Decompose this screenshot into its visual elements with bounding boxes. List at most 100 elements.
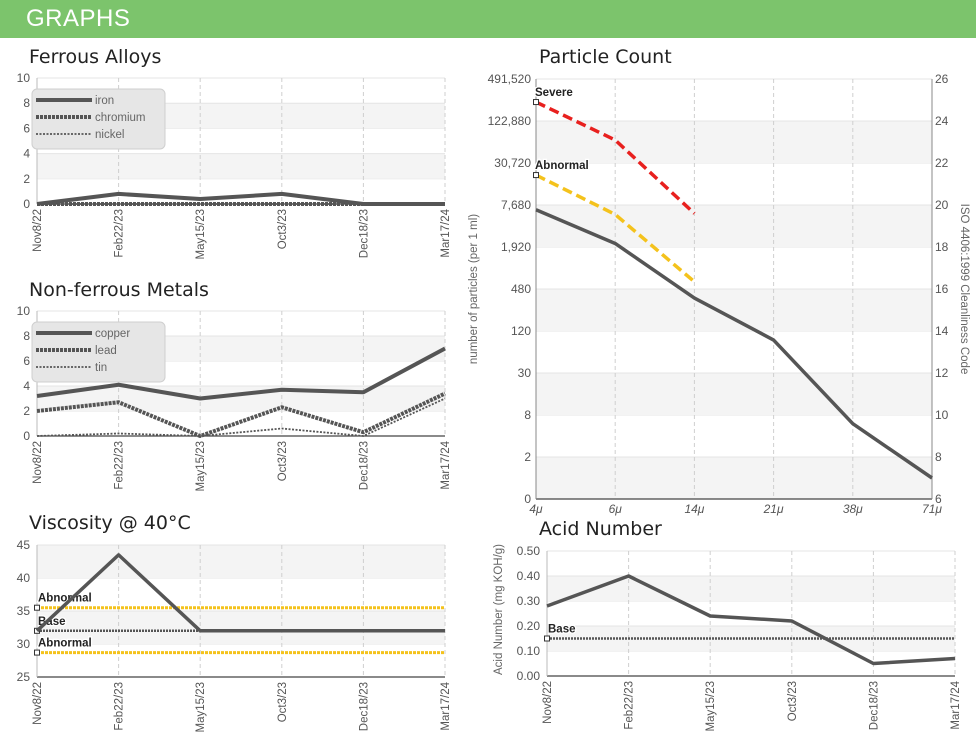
viscosity-x-tick-label: Mar17/24 [440, 681, 452, 730]
nonferrous-y-tick-label: 0 [23, 429, 30, 443]
viscosity-y-tick-label: 40 [17, 571, 31, 585]
particle-x-tick-label: 6μ [609, 502, 623, 516]
nonferrous-y-tick-label: 4 [23, 379, 30, 393]
particle-limit-label: Abnormal [535, 160, 589, 172]
ferrous-y-tick-label: 8 [23, 96, 30, 110]
acid-y-tick-label: 0.10 [517, 644, 541, 658]
viscosity-band [37, 611, 445, 644]
particle-x-tick-label: 21μ [763, 502, 784, 516]
nonferrous-legend-label: lead [95, 345, 117, 357]
ferrous-x-tick-label: Mar17/24 [440, 208, 452, 257]
particle-y-right-tick-label: 22 [935, 156, 949, 170]
particle-y-tick-label: 122,880 [488, 114, 532, 128]
viscosity-x-tick-label: Nov8/22 [32, 682, 44, 725]
ferrous-x-tick-label: May15/23 [195, 209, 207, 260]
acid-x-tick-label: Nov8/22 [542, 681, 554, 724]
ferrous-band [37, 154, 445, 179]
particle-x-tick-label: 38μ [843, 502, 863, 516]
particle-y-tick-label: 2 [524, 450, 531, 464]
particle-y-tick-label: 491,520 [488, 72, 532, 86]
particle-y-right-tick-label: 20 [935, 198, 949, 212]
particle-y-right-tick-label: 26 [935, 72, 949, 86]
particle-y-axis-label: number of particles (per 1 ml) [468, 214, 480, 364]
acid-y-tick-label: 0.50 [517, 544, 541, 558]
ferrous-y-tick-label: 10 [17, 71, 31, 85]
particle-y-right-tick-label: 24 [935, 114, 949, 128]
particle-y-right-tick-label: 18 [935, 240, 949, 254]
ferrous-legend-label: nickel [95, 129, 124, 141]
acid-y-axis-label: Acid Number (mg KOH/g) [493, 544, 505, 675]
ferrous-x-tick-label: Nov8/22 [32, 209, 44, 252]
ferrous-x-tick-label: Oct3/23 [277, 209, 289, 249]
particle-y-tick-label: 30 [518, 366, 532, 380]
particle-y-right-tick-label: 8 [935, 450, 942, 464]
viscosity-y-tick-label: 25 [17, 670, 31, 684]
acid-y-tick-label: 0.20 [517, 619, 541, 633]
viscosity-y-tick-label: 30 [17, 637, 31, 651]
acid-x-tick-label: Dec18/23 [868, 681, 880, 730]
particle-y-right-tick-label: 12 [935, 366, 949, 380]
particle-x-tick-label: 4μ [529, 502, 543, 516]
nonferrous-x-tick-label: Dec18/23 [358, 441, 370, 490]
particle-y-tick-label: 1,920 [501, 240, 531, 254]
ferrous-y-tick-label: 2 [23, 172, 30, 186]
particle-series-line [536, 210, 932, 478]
acid-band [547, 576, 955, 601]
ferrous-y-tick-label: 0 [23, 197, 30, 211]
ferrous-x-tick-label: Dec18/23 [358, 209, 370, 258]
nonferrous-y-tick-label: 10 [17, 304, 31, 318]
particle-limit-marker [534, 100, 539, 105]
particle-limit-label: Severe [535, 87, 573, 99]
viscosity-x-tick-label: Oct3/23 [277, 682, 289, 722]
particle-y-tick-label: 120 [511, 324, 531, 338]
acid-y-tick-label: 0.30 [517, 594, 541, 608]
nonferrous-legend-label: copper [95, 328, 130, 340]
acid-y-tick-label: 0.40 [517, 569, 541, 583]
particle-x-tick-label: 71μ [922, 502, 942, 516]
particle-limit-marker [534, 173, 539, 178]
nonferrous-y-tick-label: 2 [23, 404, 30, 418]
acid-limit-label: Base [548, 624, 576, 636]
nonferrous-x-tick-label: Feb22/23 [114, 441, 126, 490]
acid-limit-marker [545, 636, 550, 641]
particle-y-right-tick-label: 16 [935, 282, 949, 296]
particle-x-tick-label: 14μ [684, 502, 704, 516]
viscosity-y-tick-label: 45 [17, 538, 31, 552]
ferrous-legend-label: chromium [95, 112, 145, 124]
acid-x-tick-label: Oct3/23 [787, 681, 799, 721]
ferrous-y-tick-label: 6 [23, 121, 30, 135]
particle-y-tick-label: 8 [524, 408, 531, 422]
acid-y-tick-label: 0.00 [517, 669, 541, 683]
ferrous-legend-label: iron [95, 95, 114, 107]
acid-x-tick-label: May15/23 [705, 681, 717, 732]
particle-y-tick-label: 480 [511, 282, 531, 296]
particle-band [536, 373, 932, 415]
particle-band [536, 205, 932, 247]
nonferrous-x-tick-label: Mar17/24 [440, 440, 452, 489]
particle-band [536, 289, 932, 331]
particle-y-right-tick-label: 10 [935, 408, 949, 422]
viscosity-limit-marker [35, 650, 40, 655]
particle-y-axis-label-right: ISO 4406:1999 Cleanliness Code [958, 204, 970, 375]
nonferrous-band [37, 386, 445, 411]
viscosity-y-tick-label: 35 [17, 604, 31, 618]
nonferrous-x-tick-label: May15/23 [195, 441, 207, 492]
viscosity-limit-label: Abnormal [38, 638, 92, 650]
particle-y-tick-label: 7,680 [501, 198, 531, 212]
viscosity-x-tick-label: May15/23 [195, 682, 207, 733]
viscosity-x-tick-label: Dec18/23 [358, 682, 370, 731]
ferrous-y-tick-label: 4 [23, 147, 30, 161]
particle-y-tick-label: 30,720 [494, 156, 531, 170]
acid-x-tick-label: Feb22/23 [624, 681, 636, 730]
viscosity-limit-marker [35, 605, 40, 610]
particle-band [536, 457, 932, 499]
particle-band [536, 121, 932, 163]
viscosity-x-tick-label: Feb22/23 [114, 682, 126, 731]
nonferrous-y-tick-label: 6 [23, 354, 30, 368]
particle-y-right-tick-label: 14 [935, 324, 949, 338]
nonferrous-x-tick-label: Oct3/23 [277, 441, 289, 481]
nonferrous-y-tick-label: 8 [23, 329, 30, 343]
ferrous-x-tick-label: Feb22/23 [114, 209, 126, 258]
acid-x-tick-label: Mar17/24 [950, 680, 962, 729]
